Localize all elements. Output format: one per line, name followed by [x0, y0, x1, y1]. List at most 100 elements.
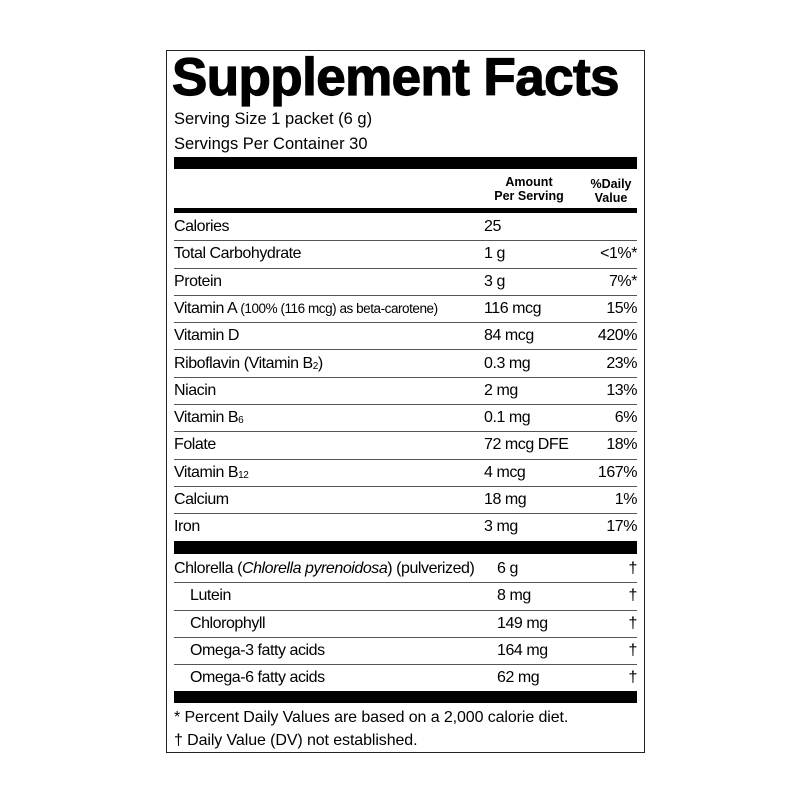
footnote-daily-values: * Percent Daily Values are based on a 2,… — [174, 709, 569, 726]
nutrient-name-text: Niacin — [174, 381, 216, 399]
nutrient-row: Riboflavin (Vitamin B2) 0.3 mg 23% — [174, 350, 637, 378]
dv-header: %Daily Value — [581, 177, 641, 205]
nutrient-row: Vitamin B12 4 mcg 167% — [174, 459, 637, 487]
blend-name-end: ) (pulverized) — [387, 560, 475, 577]
nutrient-dv: 420% — [597, 327, 638, 345]
blend-name-start: Chlorella ( — [174, 560, 242, 577]
nutrient-name: Folate — [174, 436, 216, 454]
nutrient-amount: 25 — [484, 218, 501, 235]
nutrient-note: (100% (116 mcg) as beta-carotene) — [240, 300, 438, 316]
amount-header-line2: Per Serving — [494, 189, 564, 203]
component-amount: 164 mg — [497, 641, 548, 659]
blend-component-row: Chlorophyll 149 mg † — [174, 610, 637, 638]
nutrient-dv: 7%* — [608, 272, 637, 290]
nutrient-name-text: Folate — [174, 436, 216, 454]
nutrient-name: Protein — [174, 273, 222, 291]
component-dv: † — [628, 669, 638, 687]
nutrient-subscript: 2 — [312, 360, 319, 372]
nutrient-name-text: Iron — [174, 518, 200, 536]
nutrient-row: Iron 3 mg 17% — [174, 513, 637, 540]
serving-size: Serving Size 1 packet (6 g) — [174, 110, 373, 128]
nutrient-row: Vitamin D 84 mcg 420% — [174, 322, 638, 351]
amount-header: Amount Per Serving — [479, 175, 579, 203]
nutrient-row: Folate 72 mcg DFE 18% — [174, 431, 637, 460]
nutrient-amount: 2 mg — [484, 381, 518, 399]
component-amount: 149 mg — [497, 614, 548, 632]
component-name: Omega-6 fatty acids — [190, 669, 325, 687]
blend-dv: † — [628, 560, 638, 577]
nutrient-name-text: Calories — [174, 218, 230, 235]
amount-header-line1: Amount — [505, 175, 553, 189]
component-dv: † — [628, 614, 638, 632]
nutrient-dv: 23% — [606, 354, 637, 372]
nutrient-suffix: ) — [317, 354, 323, 372]
blend-name: Chlorella (Chlorella pyrenoidosa) (pulve… — [174, 560, 475, 578]
component-dv: † — [628, 641, 638, 659]
nutrient-dv: 6% — [614, 409, 638, 427]
nutrient-amount: 0.3 mg — [484, 354, 531, 372]
nutrient-name: Vitamin B12 — [174, 463, 249, 482]
nutrient-amount: 18 mg — [484, 491, 527, 508]
nutrient-amount: 4 mcg — [484, 463, 526, 481]
component-amount: 8 mg — [497, 587, 531, 605]
nutrient-row: Total Carbohydrate 1 g <1%* — [174, 240, 637, 269]
nutrient-name: Total Carbohydrate — [174, 245, 302, 263]
blend-amount: 6 g — [497, 560, 518, 577]
nutrient-amount: 72 mcg DFE — [484, 436, 569, 454]
nutrient-name-text: Protein — [174, 272, 222, 290]
dv-header-line2: Value — [594, 191, 628, 205]
nutrient-row: Vitamin A (100% (116 mcg) as beta-carote… — [174, 295, 637, 324]
component-amount: 62 mg — [497, 669, 540, 687]
component-dv: † — [628, 587, 638, 605]
nutrient-name-text: Vitamin B — [174, 463, 239, 481]
nutrient-subscript: 6 — [238, 415, 244, 427]
dv-header-line1: %Daily — [590, 177, 632, 191]
nutrient-dv: <1%* — [600, 245, 637, 263]
nutrient-amount: 3 g — [484, 272, 505, 290]
nutrient-name: Iron — [174, 518, 200, 536]
divider-thick — [174, 157, 637, 169]
blend-component-row: Lutein 8 mg † — [174, 582, 638, 611]
divider-medium — [174, 208, 637, 213]
nutrient-amount: 0.1 mg — [484, 409, 531, 427]
nutrient-amount: 1 g — [484, 245, 505, 263]
servings-per-container: Servings Per Container 30 — [174, 135, 368, 153]
divider-thick — [174, 541, 637, 554]
nutrient-dv: 17% — [606, 518, 637, 536]
nutrient-name: Vitamin D — [174, 327, 239, 345]
nutrient-name-text: Total Carbohydrate — [174, 245, 302, 263]
component-name: Chlorophyll — [190, 614, 266, 632]
component-name: Omega-3 fatty acids — [190, 641, 325, 659]
nutrient-dv: 1% — [614, 491, 638, 508]
label-title: Supplement Facts — [171, 48, 620, 107]
nutrient-subscript: 12 — [238, 469, 249, 481]
nutrient-name: Vitamin B6 — [174, 409, 244, 427]
supplement-facts-label: Supplement Facts Serving Size 1 packet (… — [166, 50, 645, 753]
nutrient-dv: 13% — [606, 381, 637, 399]
nutrient-row: Protein 3 g 7%* — [174, 268, 637, 296]
nutrient-amount: 3 mg — [484, 518, 518, 536]
blend-name-italic: Chlorella pyrenoidosa — [241, 560, 388, 577]
nutrient-name: Vitamin A (100% (116 mcg) as beta-carote… — [174, 300, 438, 318]
nutrient-row: Calories 25 — [174, 213, 637, 242]
nutrient-amount: 84 mcg — [484, 327, 534, 345]
nutrient-name-text: Vitamin D — [174, 327, 240, 345]
nutrient-name: Riboflavin (Vitamin B2) — [174, 355, 323, 373]
nutrient-dv: 167% — [597, 463, 638, 481]
nutrient-row: Vitamin B6 0.1 mg 6% — [174, 404, 638, 433]
divider-thick — [174, 691, 637, 703]
nutrient-name-text: Vitamin A — [174, 299, 237, 317]
nutrient-name-text: Vitamin B — [174, 409, 239, 427]
blend-component-row: Omega-6 fatty acids 62 mg † — [174, 664, 637, 691]
nutrient-dv: 18% — [606, 436, 637, 454]
nutrient-row: Calcium 18 mg 1% — [174, 486, 638, 515]
nutrient-dv: 15% — [606, 299, 637, 317]
nutrient-name: Niacin — [174, 382, 216, 400]
component-name: Lutein — [190, 587, 231, 605]
nutrient-row: Niacin 2 mg 13% — [174, 377, 637, 406]
nutrient-amount: 116 mcg — [484, 299, 542, 317]
nutrient-name-text: Calcium — [174, 491, 229, 508]
nutrient-name: Calcium — [174, 491, 229, 509]
nutrient-name-text: Riboflavin (Vitamin B — [174, 354, 313, 372]
blend-component-row: Omega-3 fatty acids 164 mg † — [174, 637, 638, 666]
